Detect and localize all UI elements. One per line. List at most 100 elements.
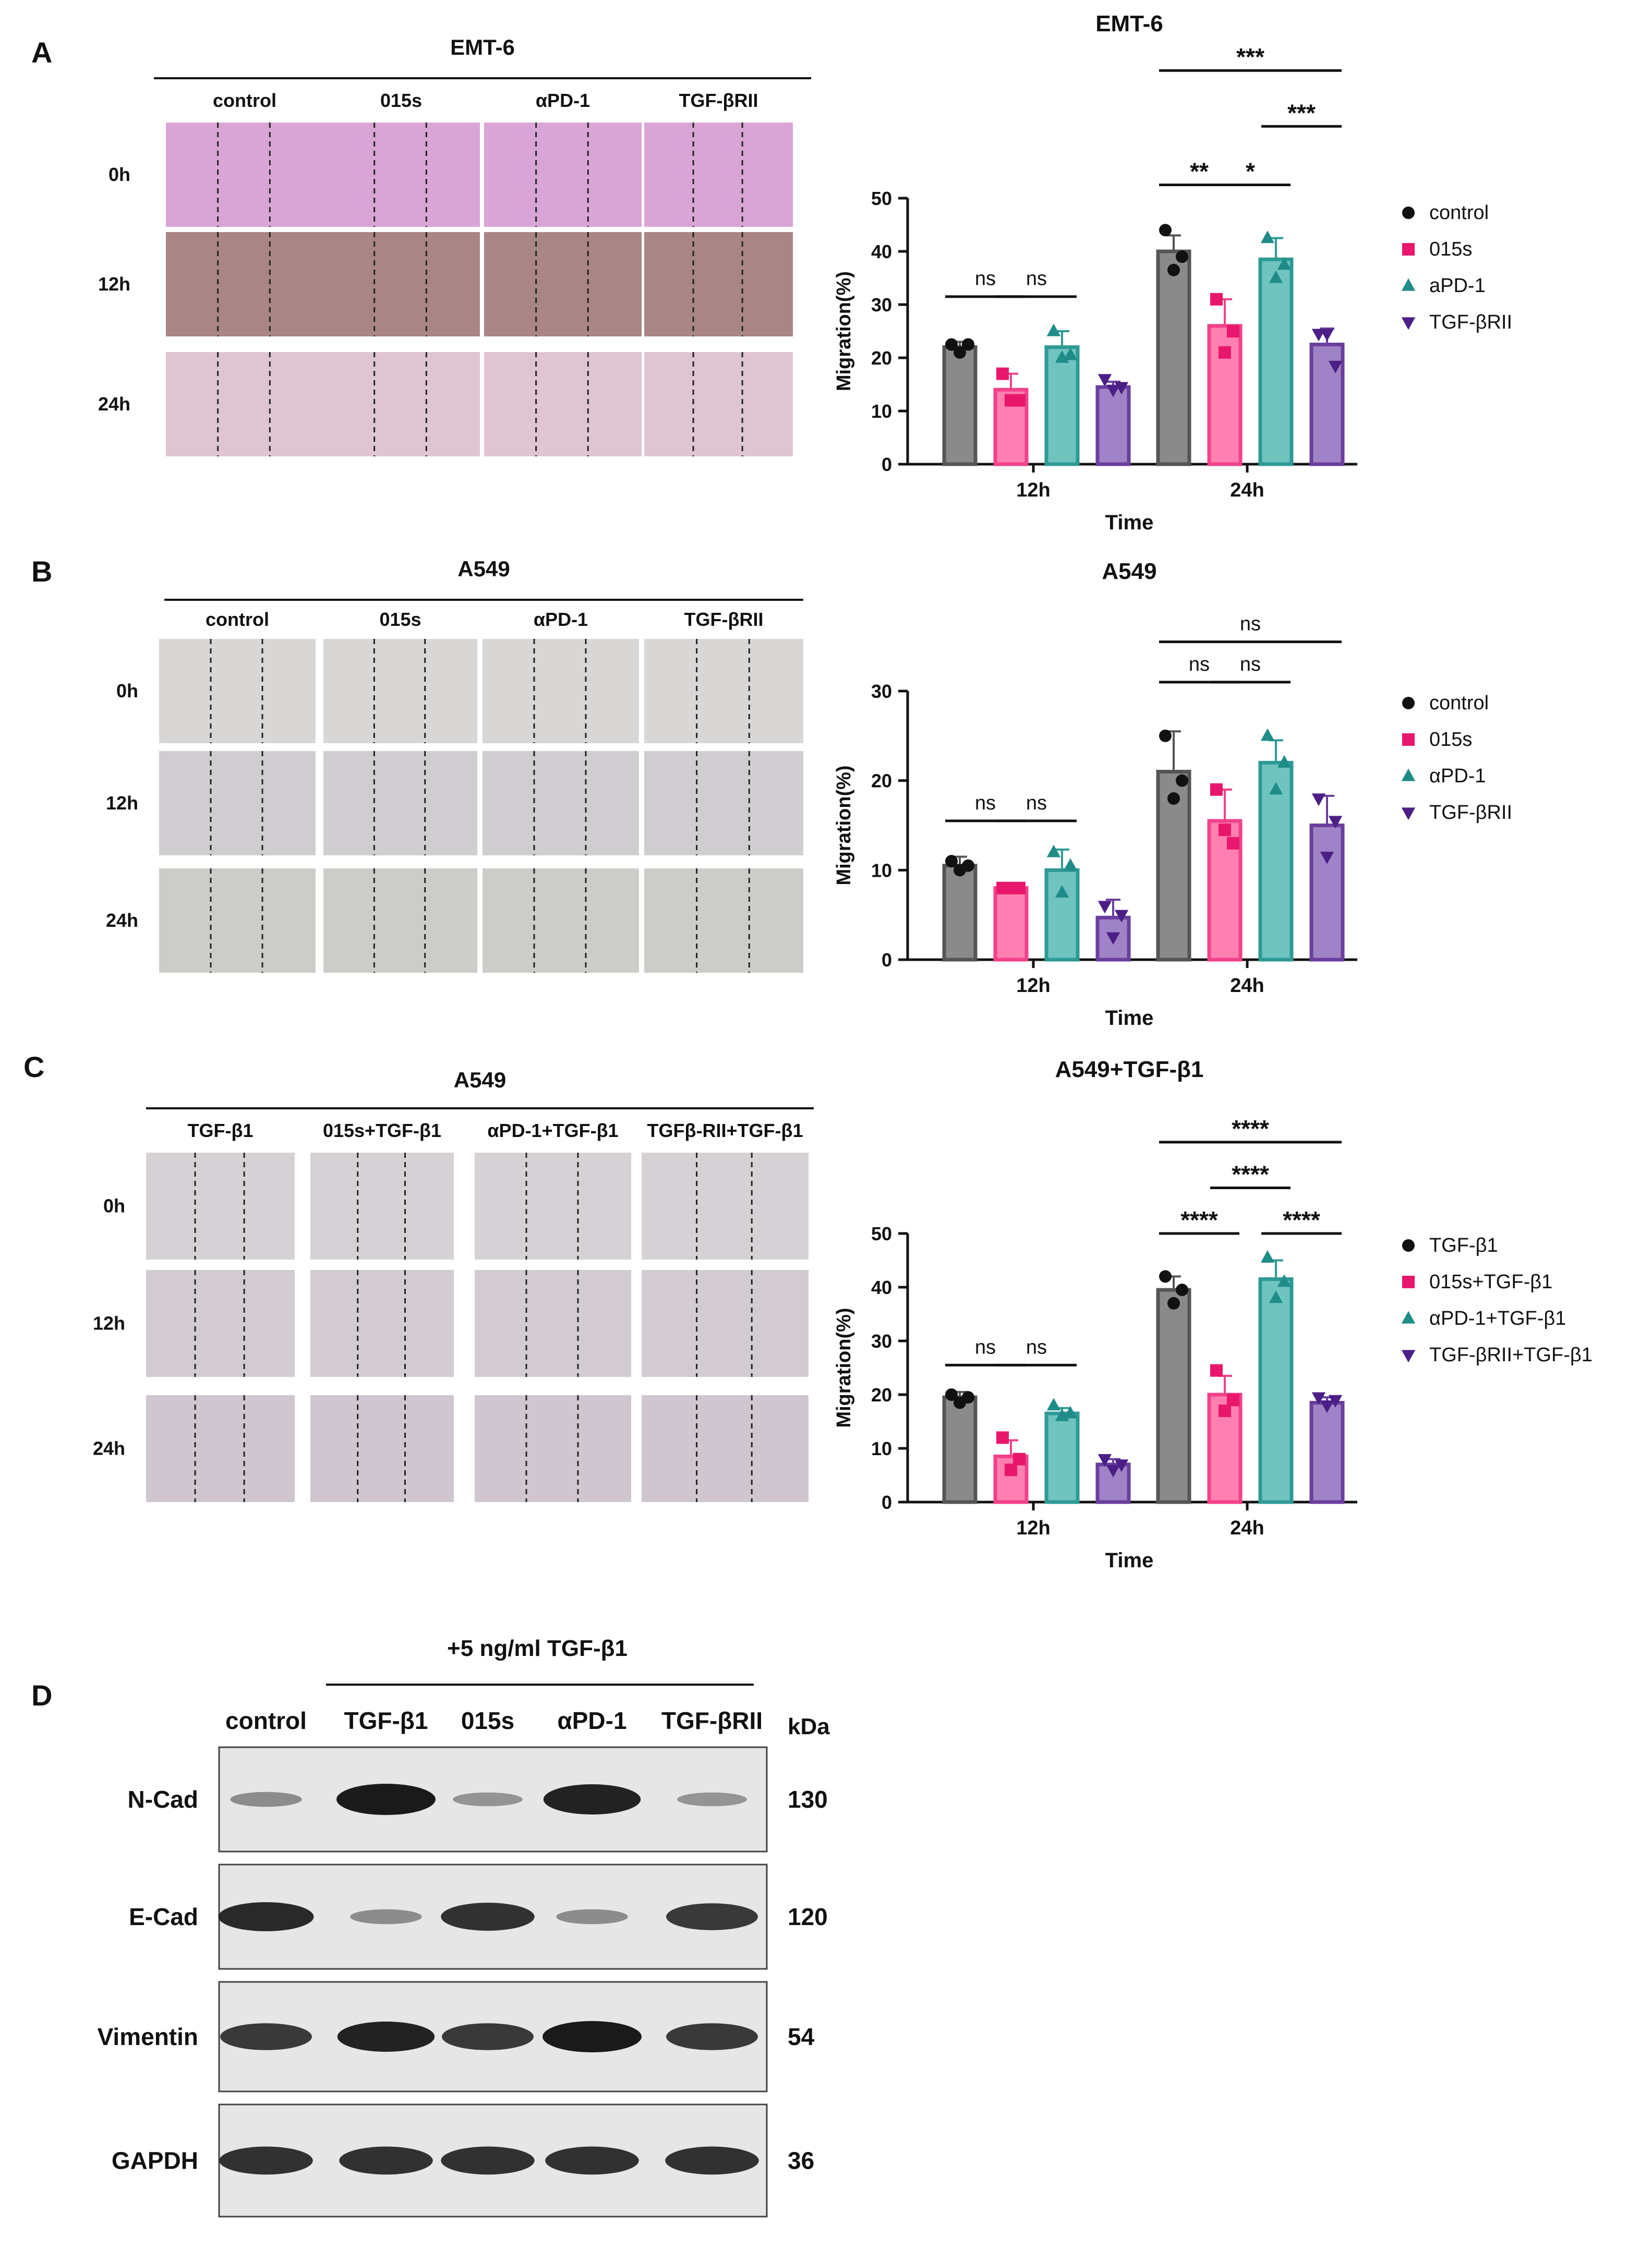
- row-label: 12h: [106, 792, 138, 814]
- micrograph-image: [146, 1395, 295, 1502]
- data-point: [1320, 851, 1334, 864]
- panel-letter: B: [31, 555, 52, 588]
- x-tick-label: 12h: [1016, 1517, 1050, 1539]
- lane-label: TGF-βRII: [661, 1707, 763, 1734]
- x-axis-label: Time: [1105, 1549, 1154, 1572]
- legend-marker: [1402, 207, 1415, 219]
- blot-band: [442, 2023, 534, 2050]
- lane-label: 015s: [461, 1707, 514, 1734]
- western-blot-panel-d: D +5 ng/ml TGF-β1 control TGF-β1 015s αPD-1 TG…: [31, 1636, 830, 2218]
- y-tick-label: 0: [882, 949, 892, 971]
- data-point: [1277, 257, 1292, 270]
- micrograph-image: [323, 751, 477, 855]
- micrograph-image: [484, 232, 642, 336]
- data-point: [1269, 782, 1283, 795]
- x-tick-label: 24h: [1230, 975, 1264, 997]
- data-point: [1210, 293, 1223, 306]
- data-point: [962, 1391, 974, 1404]
- bar-chart-1: EMT-6 0 10 20 30 40 50 Migration(%) 12h 24h Time ns…: [833, 11, 1512, 534]
- blot-band: [441, 2146, 535, 2175]
- data-point: [1227, 325, 1239, 337]
- blot-row-label: Vimentin: [98, 2023, 198, 2050]
- y-tick-label: 40: [871, 241, 892, 262]
- blot-row-label: GAPDH: [112, 2147, 198, 2174]
- column-header: 015s+TGF-β1: [323, 1120, 441, 1141]
- data-point: [1328, 1395, 1343, 1408]
- data-point: [1219, 1404, 1231, 1417]
- column-header: αPD-1: [536, 90, 590, 111]
- kda-value: 36: [788, 2147, 814, 2174]
- legend-label: αPD-1: [1429, 765, 1486, 787]
- data-point: [1277, 755, 1292, 768]
- legend-label: TGF-β1: [1429, 1235, 1498, 1256]
- column-header: control: [206, 609, 269, 630]
- significance-label: ns: [1189, 654, 1210, 675]
- data-point: [1005, 1463, 1017, 1477]
- lane-label: αPD-1: [557, 1707, 626, 1734]
- data-point: [1013, 394, 1026, 407]
- column-header: control: [213, 90, 276, 111]
- y-tick-label: 20: [871, 347, 892, 369]
- bar: [1258, 1277, 1294, 1504]
- legend-label: control: [1429, 692, 1489, 714]
- data-point: [1277, 1274, 1292, 1287]
- legend-label: TGF-βRII+TGF-β1: [1429, 1344, 1593, 1366]
- blot-band: [218, 1902, 314, 1931]
- column-header: TGF-β1: [188, 1120, 254, 1141]
- micrograph-image: [166, 123, 323, 227]
- data-point: [1269, 1290, 1283, 1303]
- column-header: 015s: [379, 609, 421, 630]
- column-header: TGF-βRII: [679, 90, 758, 111]
- y-tick-label: 0: [882, 454, 892, 475]
- bar-chart-2: A549 0 10 20 30 Migration(%) 12h 24h Time ns ns ns n…: [833, 559, 1512, 1030]
- data-point: [1013, 881, 1026, 894]
- legend-label: 015s+TGF-β1: [1429, 1271, 1552, 1293]
- blot-band: [220, 2023, 312, 2050]
- data-point: [1063, 1406, 1078, 1419]
- micrograph-image: [644, 639, 803, 743]
- bar: [1309, 1400, 1345, 1504]
- micrograph-image: [166, 352, 323, 456]
- bar: [1156, 1288, 1191, 1504]
- data-point: [1311, 1392, 1326, 1405]
- y-tick-label: 20: [871, 770, 892, 792]
- legend-label: TGF-βRII: [1429, 802, 1512, 824]
- bar: [1044, 868, 1080, 962]
- legend-label: 015s: [1429, 729, 1472, 751]
- blot-band: [441, 1903, 535, 1931]
- data-point: [1210, 1364, 1223, 1377]
- blot-band: [542, 2021, 642, 2052]
- micrograph-panel-a: A EMT-6 control 015s αPD-1 TGF-βRII 0h 12h 24h: [31, 35, 811, 456]
- data-point: [1114, 1459, 1129, 1472]
- bar: [1044, 345, 1080, 466]
- treatment-label: +5 ng/ml TGF-β1: [447, 1636, 628, 1661]
- panel-letter: A: [31, 36, 52, 69]
- data-point: [1269, 270, 1283, 283]
- significance-label: ****: [1180, 1206, 1218, 1233]
- bar: [1156, 249, 1191, 466]
- legend-marker: [1402, 243, 1415, 256]
- micrograph-image: [644, 123, 793, 227]
- bar: [942, 1395, 978, 1504]
- micrograph-image: [159, 868, 316, 973]
- row-label: 0h: [103, 1195, 125, 1217]
- blot-band: [543, 1784, 641, 1814]
- legend-marker: [1402, 1276, 1415, 1288]
- bar: [1258, 257, 1294, 466]
- micrograph-title: EMT-6: [450, 35, 515, 59]
- data-point: [1159, 1270, 1172, 1283]
- data-point: [1176, 774, 1188, 787]
- data-point: [1106, 932, 1120, 945]
- significance-label: ns: [975, 1336, 996, 1358]
- column-header: αPD-1: [534, 609, 588, 630]
- kda-header: kDa: [788, 1714, 830, 1739]
- column-header: TGFβ-RII+TGF-β1: [647, 1120, 803, 1141]
- data-point: [1046, 323, 1061, 336]
- bar: [1095, 385, 1131, 466]
- data-point: [1167, 792, 1180, 805]
- micrograph-image: [146, 1153, 295, 1260]
- data-point: [996, 367, 1009, 380]
- micrograph-image: [642, 1395, 809, 1502]
- y-axis-label: Migration(%): [833, 1308, 855, 1428]
- y-tick-label: 10: [871, 860, 892, 881]
